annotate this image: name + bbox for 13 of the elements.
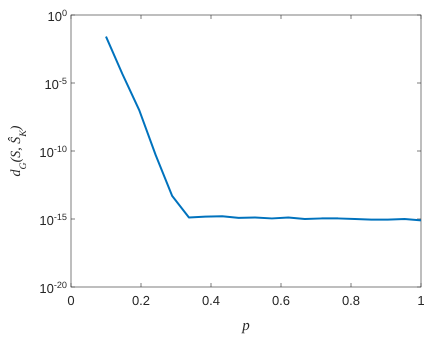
x-tick-label: 0.8 (342, 293, 360, 308)
x-tick-label: 0.2 (132, 293, 150, 308)
x-axis-title: p (241, 318, 250, 334)
y-tick-label: 10$^{-10}$ (39, 144, 67, 160)
x-tick-label: 1 (417, 293, 425, 308)
y-tick-label: 10$^{-15}$ (39, 212, 67, 228)
line-series (105, 36, 422, 222)
x-tick-label: 0 (67, 293, 75, 308)
y-tick-label: 10$^{-20}$ (39, 280, 67, 296)
x-tick-label: 0.6 (272, 293, 290, 308)
x-tick-label: 0.4 (202, 293, 220, 308)
y-tick-label: 10$^{0}$ (47, 8, 67, 24)
y-tick-label: 10$^{-5}$ (44, 76, 67, 92)
